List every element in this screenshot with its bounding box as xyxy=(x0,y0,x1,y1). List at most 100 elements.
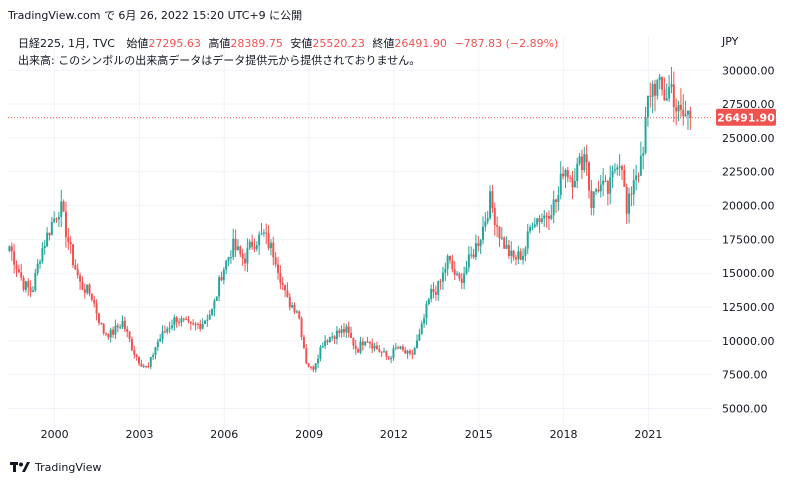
candle-body xyxy=(491,191,494,209)
candle-body xyxy=(326,340,329,343)
candle-body xyxy=(350,332,353,338)
candle-body xyxy=(208,314,211,320)
candle-body xyxy=(463,273,466,283)
y-tick-label: 5000.00 xyxy=(722,402,768,415)
candle-body xyxy=(333,336,336,339)
candle-body xyxy=(458,273,461,279)
candle-body xyxy=(524,248,527,256)
candle-body xyxy=(15,264,18,269)
candle-body xyxy=(500,237,503,239)
candle-body xyxy=(100,322,103,324)
candle-body xyxy=(46,232,49,247)
candle-body xyxy=(411,353,414,355)
candle-body xyxy=(265,232,268,234)
candle-body xyxy=(277,264,280,273)
candle-body xyxy=(555,199,558,202)
y-tick-label: 7500.00 xyxy=(722,369,768,382)
candle-body xyxy=(57,216,60,220)
candle-body xyxy=(606,181,609,194)
candle-body xyxy=(401,346,404,351)
candle-body xyxy=(187,319,190,322)
y-axis[interactable]: 5000.00 7500.00 10000.00 12500.00 15000.00 17… xyxy=(716,64,776,415)
candle-body xyxy=(397,347,400,349)
candle-body xyxy=(564,170,567,177)
candle-body xyxy=(489,191,492,219)
price-chart[interactable]: 5000.00 7500.00 10000.00 12500.00 15000.00 17… xyxy=(0,28,792,456)
candle-body xyxy=(213,300,216,309)
candle-body xyxy=(472,254,475,258)
symbol-name[interactable]: 日経225, 1月, TVC xyxy=(18,37,115,50)
candle-body xyxy=(465,267,468,274)
high-value: 28389.75 xyxy=(230,37,283,50)
candle-body xyxy=(352,337,355,346)
candle-body xyxy=(335,330,338,339)
candle-body xyxy=(451,260,454,270)
x-axis[interactable]: 2000 2003 2006 2009 2012 2015 2018 2021 xyxy=(41,428,663,441)
candle-body xyxy=(185,319,188,321)
candle-body xyxy=(229,257,232,259)
candle-body xyxy=(569,177,572,179)
candle-body xyxy=(69,241,72,245)
candle-body xyxy=(60,201,63,217)
candle-body xyxy=(161,331,164,339)
footer-brand-label: TradingView xyxy=(35,460,102,474)
candle-body xyxy=(133,349,136,355)
candle-body xyxy=(602,180,605,185)
candle-body xyxy=(493,208,496,225)
candle-body xyxy=(128,331,131,340)
candle-body xyxy=(423,318,426,324)
footer-brand[interactable]: TradingView xyxy=(10,458,101,476)
candle-body xyxy=(225,260,228,270)
candle-body xyxy=(519,251,522,260)
candle-body xyxy=(163,331,166,333)
candle-body xyxy=(328,337,331,343)
candle-body xyxy=(557,194,560,202)
candle-body xyxy=(620,166,623,170)
candle-body xyxy=(281,282,284,285)
candle-body xyxy=(578,156,581,164)
candle-body xyxy=(646,95,649,118)
candle-body xyxy=(498,226,501,239)
candle-body xyxy=(576,163,579,182)
candle-body xyxy=(22,277,25,290)
candle-body xyxy=(20,272,23,278)
candle-body xyxy=(272,242,275,258)
candle-body xyxy=(192,323,195,325)
candle-body xyxy=(199,324,202,329)
candle-body xyxy=(41,247,44,262)
candle-body xyxy=(526,231,529,249)
high-label: 高値 xyxy=(208,37,231,50)
candle-body xyxy=(43,246,46,248)
candle-body xyxy=(686,110,689,115)
candle-body xyxy=(260,233,263,235)
candle-body xyxy=(218,277,221,297)
candle-body xyxy=(649,95,652,97)
candle-body xyxy=(573,181,576,188)
candle-body xyxy=(658,76,661,81)
candle-body xyxy=(312,366,315,370)
candle-body xyxy=(503,237,506,249)
candle-body xyxy=(547,215,550,219)
open-label: 始値 xyxy=(126,37,149,50)
candle-body xyxy=(663,89,666,101)
y-tick-label: 17500.00 xyxy=(722,233,775,246)
candle-body xyxy=(170,325,173,328)
candle-body xyxy=(105,333,108,335)
candle-body xyxy=(585,154,588,163)
candle-body xyxy=(484,221,487,227)
candle-body xyxy=(449,255,452,261)
candle-body xyxy=(340,329,343,333)
candles xyxy=(8,66,692,373)
candle-body xyxy=(119,327,122,329)
candle-body xyxy=(338,330,341,333)
candle-body xyxy=(194,323,197,325)
candle-body xyxy=(628,193,631,214)
candle-body xyxy=(109,329,112,338)
candle-body xyxy=(467,254,470,268)
x-tick-label: 2003 xyxy=(125,428,153,441)
candle-body xyxy=(486,218,489,222)
candle-body xyxy=(496,224,499,227)
ohlc-legend[interactable]: 日経225, 1月, TVC 始値27295.63 高値28389.75 安値2… xyxy=(18,36,558,52)
candle-body xyxy=(677,104,680,112)
candle-body xyxy=(17,268,20,273)
